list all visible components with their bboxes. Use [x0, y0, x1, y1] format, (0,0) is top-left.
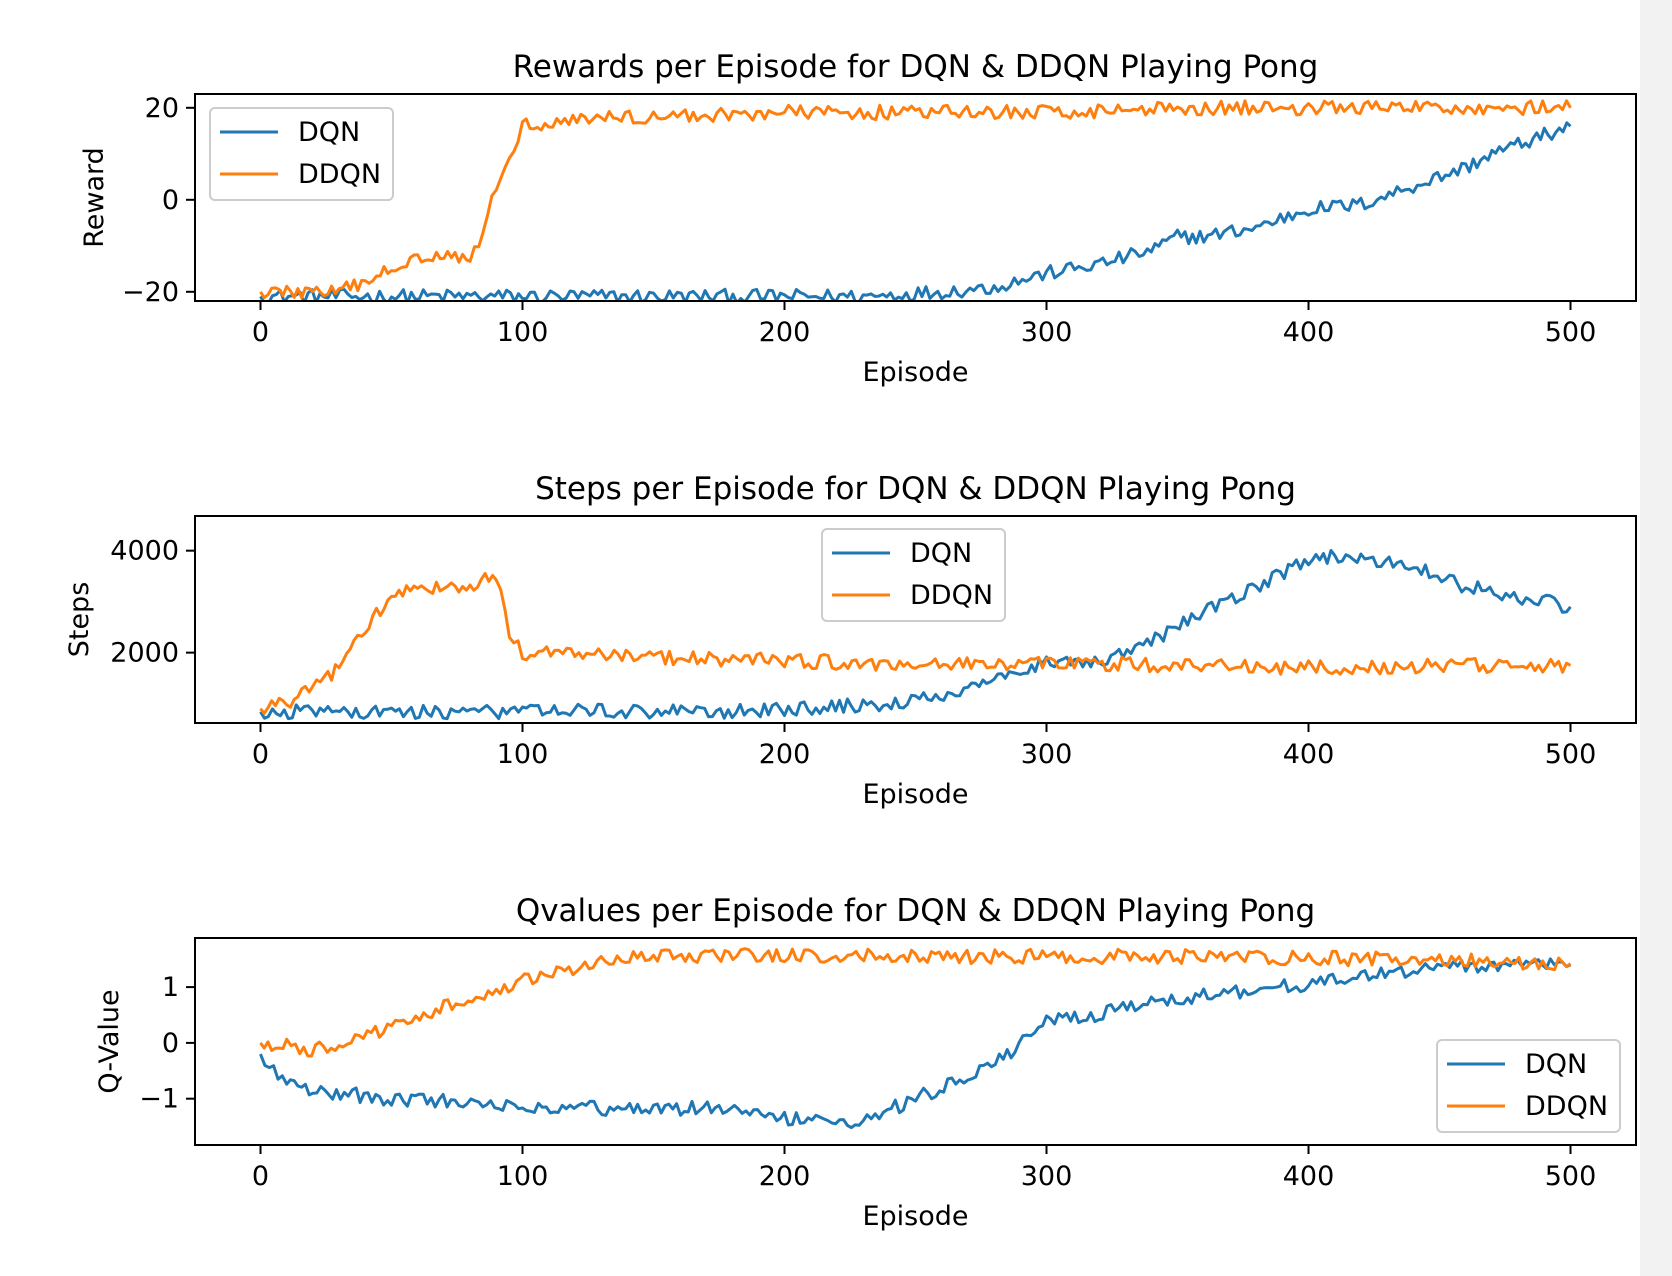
legend-label-ddqn: DDQN	[1525, 1091, 1608, 1122]
y-axis-label: Reward	[79, 147, 110, 248]
y-tick-label: 20	[145, 93, 179, 124]
x-tick-label: 0	[252, 317, 269, 348]
legend-label-ddqn: DDQN	[910, 580, 993, 611]
axes-frame	[194, 937, 1637, 1146]
series-line-dqn	[259, 957, 1572, 1130]
chart-title: Rewards per Episode for DQN & DDQN Playi…	[513, 49, 1319, 85]
chart-panel-3: Qvalues per Episode for DQN & DDQN Playi…	[94, 893, 1637, 1232]
chart-panel-1: Rewards per Episode for DQN & DDQN Playi…	[79, 49, 1637, 388]
y-axis-label: Q-Value	[94, 989, 125, 1093]
series-line-ddqn	[259, 99, 1572, 300]
legend: DQN DDQN	[821, 528, 1006, 622]
x-tick-label: 100	[497, 317, 549, 348]
chart-panel-2: Steps per Episode for DQN & DDQN Playing…	[64, 471, 1637, 810]
x-tick-label: 200	[759, 317, 811, 348]
series-line-dqn	[259, 549, 1572, 721]
legend: DQN DDQN	[1436, 1039, 1621, 1133]
x-tick-label: 300	[1021, 1161, 1073, 1192]
y-tick-label: 1	[162, 972, 179, 1003]
y-tick-label: 0	[162, 1028, 179, 1059]
y-tick-label: −20	[122, 277, 179, 308]
series-line-dqn	[259, 121, 1572, 301]
x-tick-label: 500	[1545, 1161, 1597, 1192]
x-tick-label: 200	[759, 739, 811, 770]
x-axis-label: Episode	[862, 1201, 968, 1232]
x-tick-label: 100	[497, 739, 549, 770]
x-tick-label: 200	[759, 1161, 811, 1192]
legend-label-ddqn: DDQN	[298, 159, 381, 190]
y-tick-label: −1	[139, 1084, 179, 1115]
x-tick-label: 400	[1283, 317, 1335, 348]
x-tick-label: 500	[1545, 739, 1597, 770]
x-tick-label: 100	[497, 1161, 549, 1192]
x-tick-label: 0	[252, 1161, 269, 1192]
legend-label-dqn: DQN	[910, 538, 972, 569]
x-tick-label: 0	[252, 739, 269, 770]
axes-frame	[194, 515, 1637, 724]
y-tick-label: 4000	[110, 536, 179, 567]
legend-label-dqn: DQN	[298, 117, 360, 148]
axes-frame	[194, 93, 1637, 302]
chart-title: Qvalues per Episode for DQN & DDQN Playi…	[516, 893, 1315, 929]
x-axis-label: Episode	[862, 779, 968, 810]
x-tick-label: 400	[1283, 739, 1335, 770]
chart-title: Steps per Episode for DQN & DDQN Playing…	[535, 471, 1296, 507]
window-edge-strip	[1640, 0, 1672, 1276]
legend-label-dqn: DQN	[1525, 1049, 1587, 1080]
x-tick-label: 300	[1021, 739, 1073, 770]
y-tick-label: 0	[162, 185, 179, 216]
legend: DQN DDQN	[209, 107, 394, 201]
series-line-ddqn	[259, 572, 1572, 715]
x-tick-label: 300	[1021, 317, 1073, 348]
x-tick-label: 500	[1545, 317, 1597, 348]
x-axis-label: Episode	[862, 357, 968, 388]
series-line-ddqn	[259, 947, 1572, 1058]
y-axis-label: Steps	[64, 582, 95, 658]
y-tick-label: 2000	[110, 638, 179, 669]
x-tick-label: 400	[1283, 1161, 1335, 1192]
